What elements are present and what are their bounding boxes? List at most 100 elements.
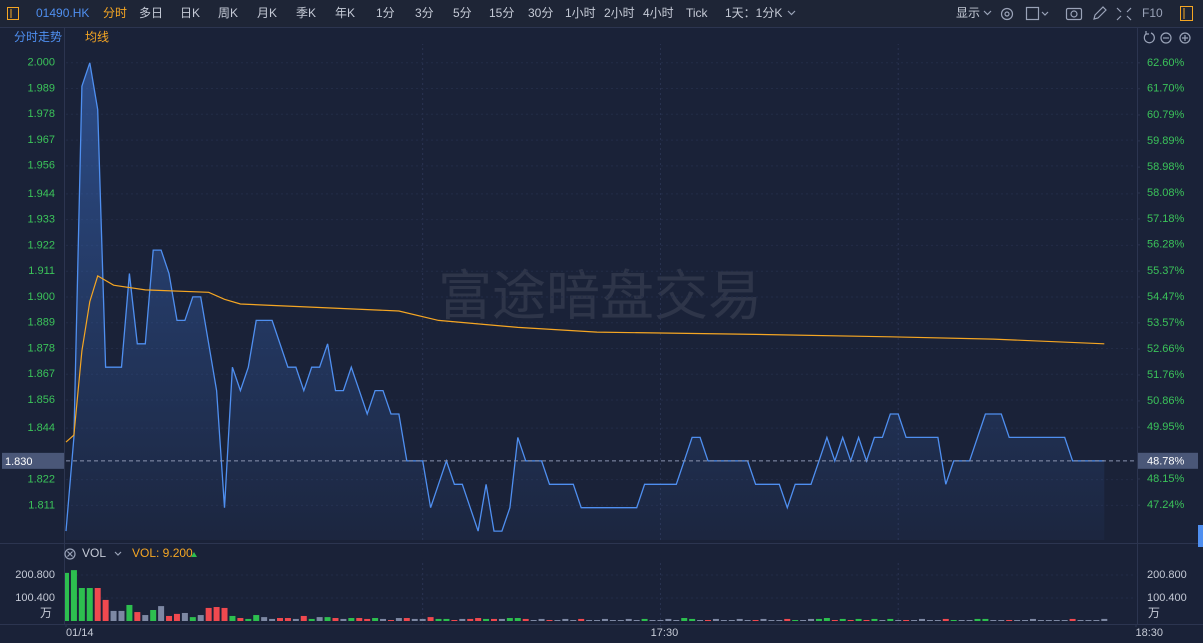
tab[interactable]: 4小时 xyxy=(643,6,674,20)
legend-average[interactable]: 均线 xyxy=(85,30,109,44)
tab[interactable]: 年K xyxy=(335,6,355,20)
draw-icon[interactable] xyxy=(1093,6,1107,20)
x-tick-label: 17:30 xyxy=(651,627,679,639)
y2-tick-label: 48.15% xyxy=(1147,473,1185,485)
volume-bar xyxy=(65,572,69,621)
volume-bar xyxy=(197,615,204,621)
legend-price[interactable]: 分时走势 xyxy=(14,30,62,44)
indicator-readout: VOL: 9.200 xyxy=(132,546,193,560)
camera-icon[interactable] xyxy=(1065,7,1083,21)
volume-bar xyxy=(831,619,838,621)
volume-bar xyxy=(245,618,252,621)
y-tick-label: 1.856 xyxy=(27,394,55,406)
tab[interactable]: 5分 xyxy=(453,6,472,20)
tab[interactable]: 多日 xyxy=(139,6,163,20)
volume-bar xyxy=(926,619,933,621)
y-tick-label: 1.967 xyxy=(27,134,55,146)
volume-bar xyxy=(752,619,759,621)
tab[interactable]: 3分 xyxy=(415,6,434,20)
tab[interactable]: 分时 xyxy=(103,6,127,20)
volume-bar xyxy=(443,618,450,621)
y2-tick-label: 50.86% xyxy=(1147,395,1185,407)
tab[interactable]: 2小时 xyxy=(604,6,635,20)
display-menu[interactable]: 显示 xyxy=(956,6,980,20)
volume-bar xyxy=(324,617,331,621)
resize-handle[interactable] xyxy=(1198,525,1203,547)
volume-bar xyxy=(1014,619,1021,621)
volume-bar xyxy=(189,617,196,621)
tab[interactable]: 日K xyxy=(180,6,200,20)
volume-bar xyxy=(895,619,902,621)
volume-bar xyxy=(578,618,585,621)
volume-bar xyxy=(467,618,474,621)
zoom-out-icon[interactable] xyxy=(1160,32,1172,44)
dropdown-chevron xyxy=(114,551,122,556)
toolbar xyxy=(0,0,1203,27)
volume-bar xyxy=(475,618,482,621)
reset-icon[interactable] xyxy=(1143,31,1155,44)
volume-tick-label: 200.800 xyxy=(15,569,55,581)
symbol[interactable]: 01490.HK xyxy=(36,6,89,20)
volume-bar xyxy=(364,618,371,621)
y-tick-label: 1.978 xyxy=(27,108,55,120)
volume-bar xyxy=(855,618,862,621)
tab[interactable]: 1小时 xyxy=(565,6,596,20)
volume-bar xyxy=(86,588,93,621)
price-area xyxy=(66,62,1105,541)
volume-bar xyxy=(1037,619,1044,621)
panel-icon[interactable] xyxy=(7,7,19,20)
y2-tick-label: 60.79% xyxy=(1147,109,1185,121)
f10-button[interactable]: F10 xyxy=(1142,6,1163,20)
settings-icon-core xyxy=(1004,11,1010,17)
volume-bar xyxy=(269,618,276,621)
dropdown-chevron xyxy=(787,10,796,16)
tab[interactable]: 月K xyxy=(257,6,277,20)
volume-bar xyxy=(815,618,822,621)
volume-bar xyxy=(150,610,157,621)
y2-tick-label: 53.57% xyxy=(1147,317,1185,329)
tab[interactable]: 1分 xyxy=(376,6,395,20)
tab[interactable]: Tick xyxy=(686,6,709,20)
layout-icon[interactable] xyxy=(1025,6,1040,21)
volume-bar xyxy=(633,619,640,621)
current-price-label: 1.830 xyxy=(5,456,33,468)
volume-bar xyxy=(1077,619,1084,621)
volume-bar xyxy=(498,618,505,621)
volume-bar xyxy=(530,619,537,621)
volume-bar xyxy=(546,619,553,621)
y2-tick-label: 54.47% xyxy=(1147,291,1185,303)
volume-bar xyxy=(506,618,513,621)
settings-icon[interactable] xyxy=(1000,7,1014,21)
volume-bar xyxy=(625,618,632,621)
volume-bar xyxy=(712,618,719,621)
dropdown-chevron xyxy=(1041,11,1049,16)
y-tick-label: 1.900 xyxy=(27,291,55,303)
volume-bar xyxy=(586,619,593,621)
volume-bar xyxy=(340,618,347,621)
y-tick-label: 1.878 xyxy=(27,342,55,354)
sidebar-toggle[interactable] xyxy=(1180,6,1193,21)
volume-bar xyxy=(1085,619,1092,621)
fullscreen-icon[interactable] xyxy=(1116,7,1132,21)
volume-bar xyxy=(78,588,85,621)
indicator-name[interactable]: VOL xyxy=(82,546,106,560)
tab[interactable]: 周K xyxy=(218,6,238,20)
tab[interactable]: 15分 xyxy=(489,6,514,20)
y-tick-label: 1.844 xyxy=(27,422,55,434)
volume-bar xyxy=(538,618,545,621)
up-arrow xyxy=(191,552,197,557)
y-tick-label: 2.000 xyxy=(27,57,55,69)
volume-tick-label-right: 100.400 xyxy=(1147,592,1187,604)
y2-tick-label: 56.28% xyxy=(1147,239,1185,251)
volume-bar xyxy=(562,618,569,621)
volume-bar xyxy=(158,606,165,621)
tab[interactable]: 1天：1分K xyxy=(725,6,782,20)
zoom-in-icon[interactable] xyxy=(1179,32,1191,44)
volume-unit: 万 xyxy=(40,606,52,620)
tab[interactable]: 季K xyxy=(296,6,316,20)
volume-bar xyxy=(70,570,77,621)
volume-bar xyxy=(451,619,458,621)
tab[interactable]: 30分 xyxy=(528,6,553,20)
volume-bar xyxy=(1022,619,1029,621)
close-indicator-icon[interactable] xyxy=(64,548,76,560)
